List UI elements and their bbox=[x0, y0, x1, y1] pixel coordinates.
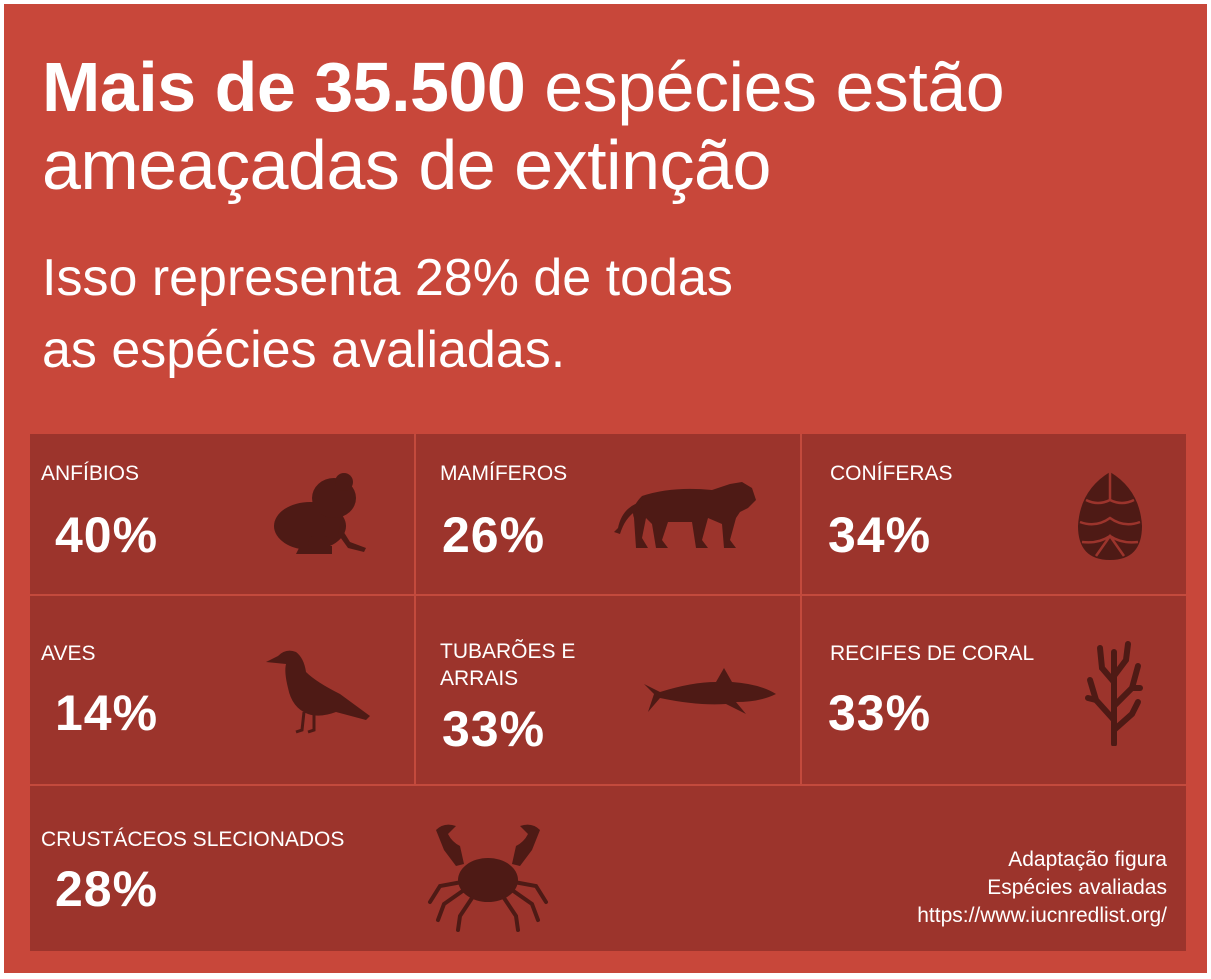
category-label: CONÍFERAS bbox=[830, 462, 953, 485]
category-label: RECIFES DE CORAL bbox=[830, 642, 1035, 665]
category-label: MAMÍFEROS bbox=[440, 462, 568, 485]
category-percentage: 28% bbox=[55, 861, 159, 917]
infographic-poster: Mais de 35.500 espécies estão ameaçadas … bbox=[4, 4, 1207, 973]
tiger-icon bbox=[612, 478, 758, 552]
category-label: CRUSTÁCEOS SLECIONADOS bbox=[41, 828, 345, 851]
grid-divider bbox=[414, 434, 416, 784]
headline-rest: espécies estão bbox=[525, 48, 1005, 126]
category-label: ANFÍBIOS bbox=[41, 462, 140, 485]
category-label-line2: ARRAIS bbox=[440, 667, 519, 690]
category-percentage: 33% bbox=[442, 701, 546, 757]
category-percentage: 40% bbox=[55, 507, 159, 563]
category-percentage: 33% bbox=[828, 685, 932, 741]
category-percentage: 34% bbox=[828, 507, 932, 563]
bird-icon bbox=[264, 642, 372, 734]
credit-line2: Espécies avaliadas bbox=[987, 876, 1167, 899]
source-credit: Adaptação figura Espécies avaliadas http… bbox=[917, 846, 1167, 930]
frog-icon bbox=[270, 468, 370, 558]
species-grid: ANFÍBIOS 40% MAMÍFEROS 26% bbox=[30, 434, 1186, 951]
subheadline-line1: Isso representa 28% de todas bbox=[42, 249, 733, 307]
headline: Mais de 35.500 espécies estão ameaçadas … bbox=[42, 48, 1005, 204]
category-percentage: 26% bbox=[442, 507, 546, 563]
headline-bold: Mais de 35.500 bbox=[42, 48, 526, 126]
subheadline-line2: as espécies avaliadas. bbox=[42, 321, 566, 379]
headline-line2: ameaçadas de extinção bbox=[42, 126, 771, 204]
grid-divider bbox=[800, 434, 802, 784]
pine-cone-icon bbox=[1076, 470, 1144, 562]
subheadline: Isso representa 28% de todas as espécies… bbox=[42, 242, 733, 386]
crab-icon bbox=[426, 820, 550, 932]
grid-divider bbox=[30, 784, 1186, 786]
credit-line1: Adaptação figura bbox=[1008, 848, 1167, 871]
grid-divider bbox=[30, 594, 1186, 596]
category-label-line1: TUBARÕES E bbox=[440, 640, 576, 663]
coral-icon bbox=[1084, 640, 1144, 746]
credit-url: https://www.iucnredlist.org/ bbox=[917, 904, 1167, 927]
shark-icon bbox=[642, 666, 778, 718]
category-percentage: 14% bbox=[55, 685, 159, 741]
category-label: AVES bbox=[41, 642, 96, 665]
